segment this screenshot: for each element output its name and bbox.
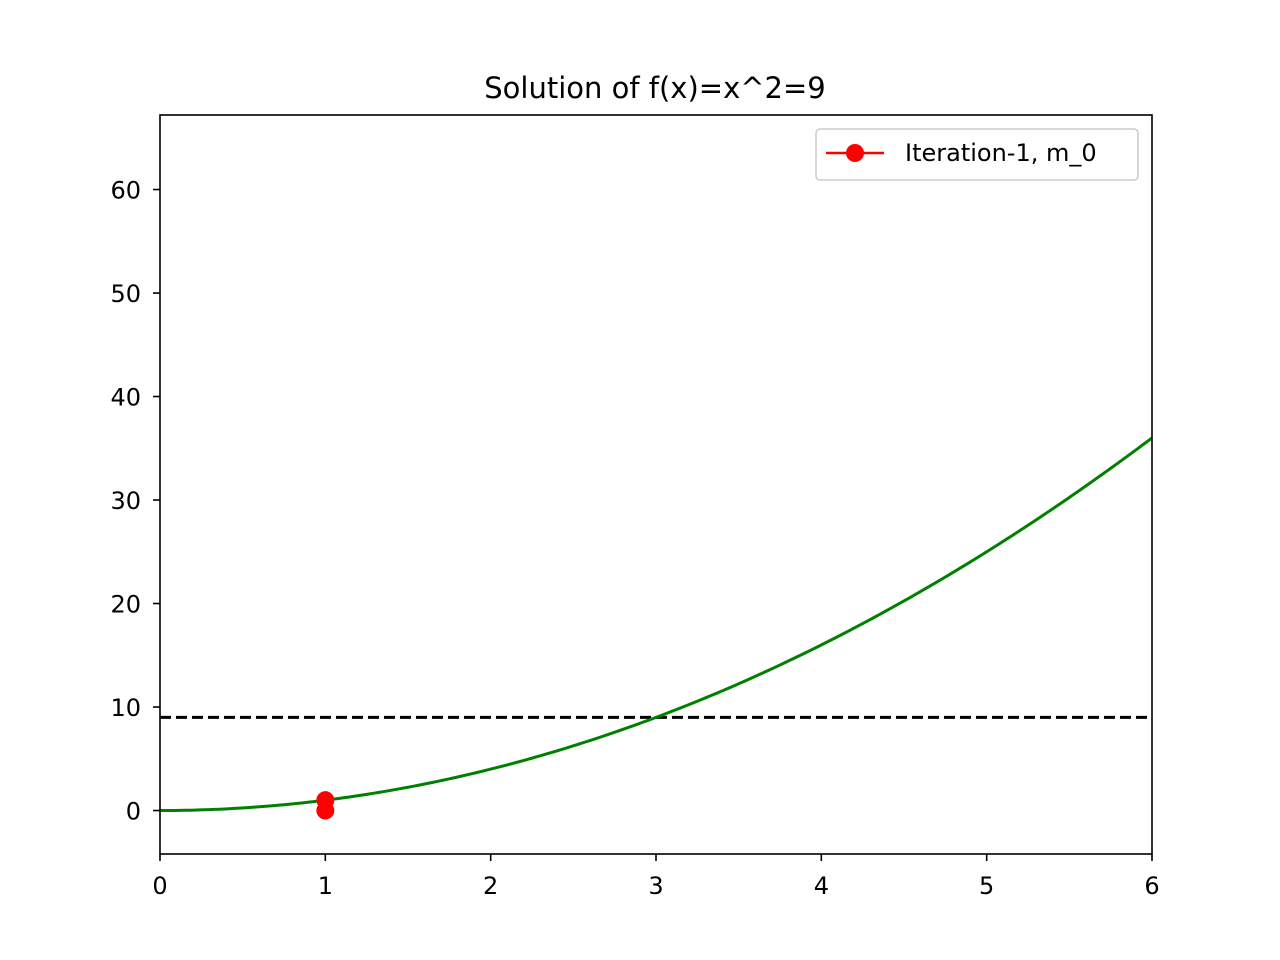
x-tick-label-5: 5: [979, 872, 994, 900]
series-1-point-2: [316, 791, 335, 810]
x-tick-label-4: 4: [814, 872, 829, 900]
x-tick-label-1: 1: [318, 872, 333, 900]
plot-area: [160, 436, 1152, 820]
legend-frame: [815, 128, 1139, 181]
x-tick-label-3: 3: [648, 872, 663, 900]
x-tick-label-0: 0: [152, 872, 167, 900]
legend-marker-iteration-1: [846, 144, 864, 162]
x-tick-label-6: 6: [1144, 872, 1159, 900]
legend-label-iteration-1: Iteration-1, m_0: [905, 139, 1097, 167]
x-tick-label-2: 2: [483, 872, 498, 900]
y-tick-label-40: 40: [110, 384, 141, 412]
chart-title: Solution of f(x)=x^2=9: [484, 71, 826, 105]
y-tick-label-60: 60: [110, 177, 141, 205]
y-tick-label-30: 30: [110, 487, 141, 515]
y-tick-label-10: 10: [110, 694, 141, 722]
legend: Iteration-1, m_0: [815, 128, 1139, 181]
x-axis: 0 1 2 3 4 5 6: [152, 854, 1160, 900]
y-tick-label-50: 50: [110, 280, 141, 308]
y-tick-label-20: 20: [110, 591, 141, 619]
y-tick-label-0: 0: [126, 798, 141, 826]
y-axis: 0 10 20 30 40 50 60: [110, 177, 160, 826]
